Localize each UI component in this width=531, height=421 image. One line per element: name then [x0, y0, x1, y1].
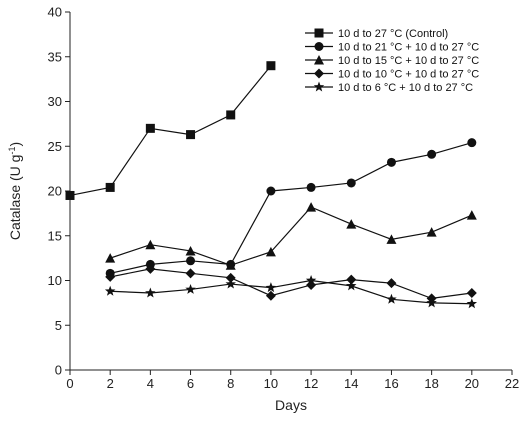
x-tick-label: 16: [384, 376, 398, 391]
data-point-triangle: [265, 246, 276, 257]
data-point-diamond: [466, 288, 477, 299]
x-tick-label: 8: [227, 376, 234, 391]
data-point-circle: [386, 157, 396, 167]
data-point-star: [346, 280, 357, 291]
y-tick-label: 25: [48, 139, 62, 154]
y-axis-title-close: ): [7, 142, 23, 147]
x-tick-label: 12: [304, 376, 318, 391]
legend-item-triangle: 10 d to 15 °C + 10 d to 27 °C: [305, 55, 479, 67]
data-point-star: [185, 283, 196, 294]
axes: 0 2 4 6 8 10 12 14 16 18 20 22 0 5 10 15 20 25 30 35 40: [48, 5, 520, 392]
data-point-triangle: [185, 245, 196, 256]
y-tick-label: 35: [48, 49, 62, 64]
data-point-circle: [306, 182, 316, 192]
series-diamond: [105, 263, 477, 304]
legend-label: 10 d to 27 °C (Control): [338, 28, 448, 40]
y-tick-label: 20: [48, 184, 62, 199]
y-axis-title: Catalase (U g-1): [7, 142, 23, 240]
series-layer: [65, 61, 478, 309]
y-axis-title-main: Catalase (U g: [7, 155, 23, 241]
legend-item-square: 10 d to 27 °C (Control): [305, 28, 448, 40]
legend-marker-star: [313, 81, 325, 92]
x-tick-label: 14: [344, 376, 358, 391]
y-tick-label: 0: [55, 363, 62, 378]
data-point-star: [386, 293, 397, 304]
data-point-triangle: [306, 202, 317, 212]
y-tick-label: 10: [48, 273, 62, 288]
series-circle: [105, 138, 477, 278]
legend-item-diamond: 10 d to 10 °C + 10 d to 27 °C: [305, 68, 479, 81]
data-point-diamond: [105, 271, 116, 282]
legend-label: 10 d to 6 °C + 10 d to 27 °C: [338, 82, 473, 94]
x-tick-label: 18: [424, 376, 438, 391]
x-tick-label: 4: [147, 376, 154, 391]
data-point-square: [226, 110, 236, 120]
x-tick-label: 2: [107, 376, 114, 391]
data-point-diamond: [386, 278, 397, 289]
data-point-star: [225, 278, 236, 289]
legend-marker-circle: [314, 42, 324, 51]
data-point-circle: [186, 256, 196, 266]
data-point-diamond: [346, 274, 357, 285]
y-axis-title-superscript: -1: [7, 147, 17, 155]
legend-marker-diamond: [314, 68, 324, 79]
y-tick-label: 40: [48, 5, 62, 20]
data-point-triangle: [466, 210, 477, 220]
series-line-diamond: [110, 268, 472, 300]
data-point-star: [466, 298, 478, 309]
series-line-square: [69, 65, 272, 197]
legend-label: 10 d to 15 °C + 10 d to 27 °C: [338, 55, 479, 67]
data-point-circle: [266, 186, 276, 196]
x-tick-label: 20: [465, 376, 479, 391]
data-point-diamond: [145, 263, 156, 274]
data-point-diamond: [225, 272, 236, 283]
legend-item-circle: 10 d to 21 °C + 10 d to 27 °C: [305, 42, 479, 54]
data-point-triangle: [105, 253, 116, 263]
series-line-circle: [110, 142, 472, 274]
x-tick-label: 10: [264, 376, 278, 391]
data-point-triangle: [225, 260, 236, 270]
data-point-diamond: [265, 290, 276, 301]
y-tick-label: 5: [55, 318, 62, 333]
data-point-circle: [467, 138, 477, 148]
data-point-diamond: [185, 268, 196, 279]
legend: 10 d to 27 °C (Control) 10 d to 21 °C + 1…: [305, 28, 479, 94]
data-point-square: [145, 123, 155, 133]
data-point-square: [186, 130, 196, 140]
legend-label: 10 d to 10 °C + 10 d to 27 °C: [338, 69, 479, 81]
data-point-star: [426, 297, 437, 308]
y-tick-label: 30: [48, 94, 62, 109]
data-point-circle: [346, 178, 356, 188]
data-point-triangle: [426, 227, 437, 237]
data-point-square: [65, 190, 75, 200]
series-triangle: [105, 202, 477, 270]
data-point-star: [104, 285, 116, 296]
data-point-triangle: [145, 239, 156, 250]
data-point-star: [265, 282, 277, 293]
data-point-star: [145, 287, 156, 298]
legend-marker-triangle: [314, 55, 324, 65]
data-point-square: [266, 61, 276, 71]
x-axis-title: Days: [275, 397, 307, 413]
series-star: [104, 275, 478, 309]
y-tick-label: 15: [48, 228, 62, 243]
x-tick-label: 22: [505, 376, 519, 391]
data-point-star: [305, 275, 317, 285]
legend-item-star: 10 d to 6 °C + 10 d to 27 °C: [305, 81, 473, 94]
series-line-triangle: [109, 206, 473, 266]
data-point-circle: [427, 149, 437, 159]
legend-label: 10 d to 21 °C + 10 d to 27 °C: [338, 42, 479, 54]
legend-marker-square: [314, 28, 324, 38]
x-tick-label: 6: [187, 376, 194, 391]
series-line-star: [110, 279, 472, 305]
series-square: [65, 61, 276, 200]
data-point-triangle: [386, 234, 397, 244]
x-tick-label: 0: [66, 376, 73, 391]
data-point-square: [105, 182, 115, 192]
data-point-triangle: [346, 219, 357, 229]
